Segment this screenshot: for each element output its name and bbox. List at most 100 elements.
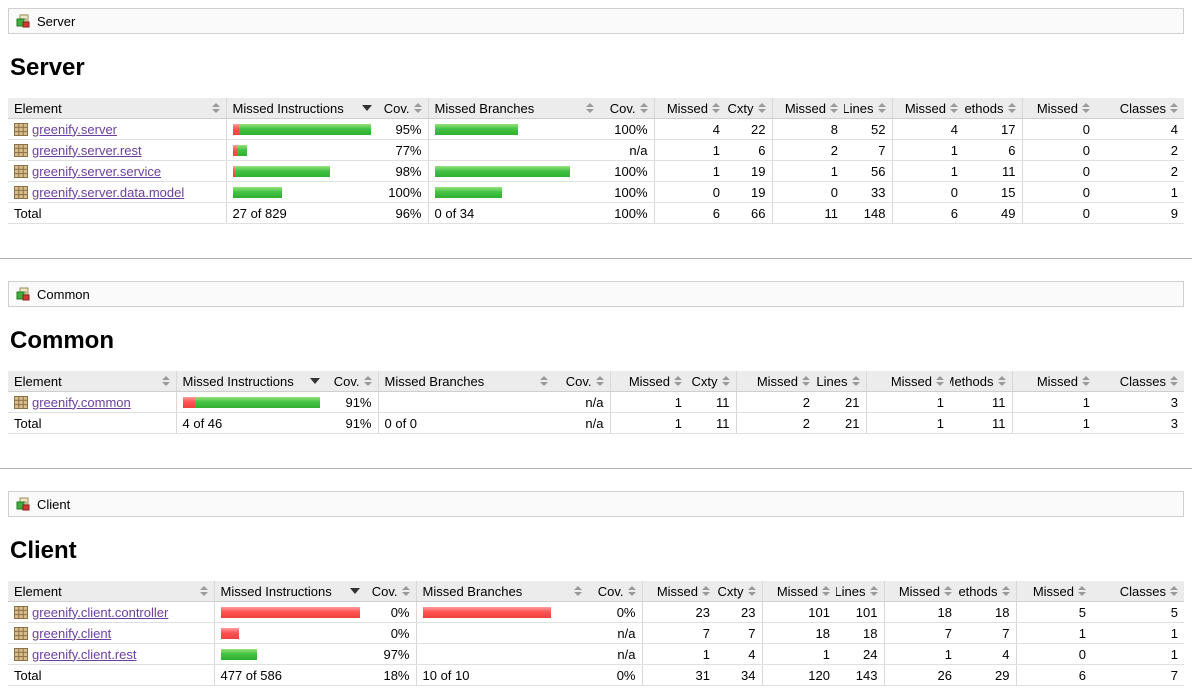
element-cell: greenify.client — [8, 622, 214, 644]
package-link[interactable]: greenify.server.data.model — [32, 184, 185, 200]
package-link[interactable]: greenify.client — [32, 625, 112, 641]
package-link[interactable]: greenify.client.rest — [32, 646, 137, 662]
coverage-bar — [422, 606, 583, 618]
column-header-cov[interactable]: Cov. — [600, 98, 654, 119]
branch-coverage-value: n/a — [588, 643, 642, 665]
column-header-methods[interactable]: Methods — [950, 371, 1012, 392]
package-link[interactable]: greenify.server.rest — [32, 142, 142, 158]
column-header-cov[interactable]: Cov. — [366, 581, 416, 602]
total-metric-value: 11 — [771, 202, 844, 224]
column-header-missed[interactable]: Missed — [653, 98, 726, 119]
metric-value: 7 — [883, 622, 958, 644]
missed-instructions-bar-cell — [225, 181, 378, 203]
column-header-label: Missed — [898, 583, 940, 599]
metric-value: 33 — [844, 181, 892, 203]
branch-coverage-value: 0% — [588, 601, 642, 623]
column-header-cov[interactable]: Cov. — [554, 371, 610, 392]
metric-value: 24 — [836, 643, 884, 665]
table-row: greenify.server 95% 100% 4 22 8 52 4 17 0 4 — [8, 118, 1184, 140]
metric-value: 11 — [688, 391, 736, 413]
column-header-lines[interactable]: Lines — [836, 581, 884, 602]
column-header-missed-branches[interactable]: Missed Branches — [415, 581, 588, 602]
column-header-lines[interactable]: Lines — [844, 98, 892, 119]
column-header-missed-instructions[interactable]: Missed Instructions — [225, 98, 378, 119]
section-server: Server Server Element Missed Instructions… — [8, 8, 1184, 224]
missed-branches-bar-cell — [377, 391, 554, 413]
total-branch-coverage: 0% — [588, 664, 642, 686]
branch-coverage-value: 100% — [600, 160, 654, 182]
package-link[interactable]: greenify.server.service — [32, 163, 162, 179]
column-header-missed[interactable]: Missed — [1011, 371, 1096, 392]
column-header-missed[interactable]: Missed — [609, 371, 688, 392]
column-header-missed[interactable]: Missed — [761, 581, 836, 602]
column-header-classes[interactable]: Classes — [1092, 581, 1184, 602]
column-header-cxty[interactable]: Cxty — [716, 581, 762, 602]
column-header-lines[interactable]: Lines — [816, 371, 866, 392]
column-header-missed-instructions[interactable]: Missed Instructions — [213, 581, 366, 602]
column-header-label: Classes — [1119, 583, 1166, 599]
column-header-methods[interactable]: Methods — [958, 581, 1016, 602]
metric-value: 0 — [653, 181, 726, 203]
instruction-coverage-value: 0% — [366, 601, 416, 623]
column-header-classes[interactable]: Classes — [1096, 371, 1184, 392]
metric-value: 18 — [761, 622, 836, 644]
column-header-cxty[interactable]: Cxty — [688, 371, 736, 392]
column-header-label: Missed Branches — [434, 100, 535, 116]
branch-coverage-value: 100% — [600, 181, 654, 203]
column-header-label: Missed — [784, 100, 826, 116]
column-header-label: Methods — [950, 373, 994, 389]
column-header-missed[interactable]: Missed — [735, 371, 816, 392]
sort-both-icon — [211, 103, 220, 113]
table-row: greenify.client 0% n/a 7 7 18 18 7 7 1 1 — [8, 622, 1184, 644]
page-title: Server — [10, 54, 85, 81]
total-metric-value: 6 — [653, 202, 726, 224]
sort-both-icon — [540, 376, 548, 386]
column-header-element[interactable]: Element — [8, 371, 176, 392]
table-row: greenify.server.rest 77% n/a 1 6 2 7 1 6 0 2 — [8, 139, 1184, 161]
metric-value: 1 — [653, 160, 726, 182]
column-header-cov[interactable]: Cov. — [378, 98, 428, 119]
section-divider — [0, 468, 1192, 469]
coverage-bar — [182, 396, 320, 408]
column-header-methods[interactable]: Methods — [964, 98, 1022, 119]
column-header-cov[interactable]: Cov. — [588, 581, 642, 602]
column-header-missed-instructions[interactable]: Missed Instructions — [175, 371, 326, 392]
column-header-element[interactable]: Element — [8, 98, 226, 119]
column-header-missed-branches[interactable]: Missed Branches — [377, 371, 554, 392]
column-header-missed[interactable]: Missed — [1021, 98, 1096, 119]
sort-both-icon — [830, 103, 838, 113]
sort-both-icon — [413, 103, 422, 113]
package-link[interactable]: greenify.server — [32, 121, 118, 137]
package-link[interactable]: greenify.client.controller — [32, 604, 169, 620]
column-header-cxty[interactable]: Cxty — [726, 98, 772, 119]
total-metric-value: 11 — [950, 412, 1012, 434]
table-row: greenify.client.rest 97% n/a 1 4 1 24 1 4 0 1 — [8, 643, 1184, 665]
column-header-missed[interactable]: Missed — [891, 98, 964, 119]
total-label: Total — [8, 664, 214, 686]
column-header-missed[interactable]: Missed — [1015, 581, 1092, 602]
column-header-element[interactable]: Element — [8, 581, 214, 602]
total-row: Total 27 of 829 96% 0 of 34 100% 6 66 11 148 6 49 0… — [8, 202, 1184, 224]
total-metric-value: 9 — [1096, 202, 1184, 224]
metric-value: 52 — [844, 118, 892, 140]
coverage-bar — [220, 627, 361, 639]
metric-value: 0 — [1015, 643, 1092, 665]
metric-value: 1 — [1096, 181, 1184, 203]
column-header-missed[interactable]: Missed — [771, 98, 844, 119]
column-header-cov[interactable]: Cov. — [326, 371, 378, 392]
package-icon — [14, 626, 28, 640]
column-header-classes[interactable]: Classes — [1096, 98, 1184, 119]
column-header-missed[interactable]: Missed — [865, 371, 950, 392]
sort-both-icon — [802, 376, 810, 386]
metric-value: 8 — [771, 118, 844, 140]
package-link[interactable]: greenify.common — [32, 394, 131, 410]
instruction-coverage-value: 97% — [366, 643, 416, 665]
column-header-missed[interactable]: Missed — [883, 581, 958, 602]
column-header-missed[interactable]: Missed — [641, 581, 716, 602]
sort-both-icon — [869, 586, 878, 596]
column-header-missed-branches[interactable]: Missed Branches — [427, 98, 600, 119]
column-header-label: Element — [14, 373, 62, 389]
sort-both-icon — [944, 586, 952, 596]
sort-both-icon — [639, 103, 648, 113]
missed-branches-bar-cell — [427, 139, 600, 161]
